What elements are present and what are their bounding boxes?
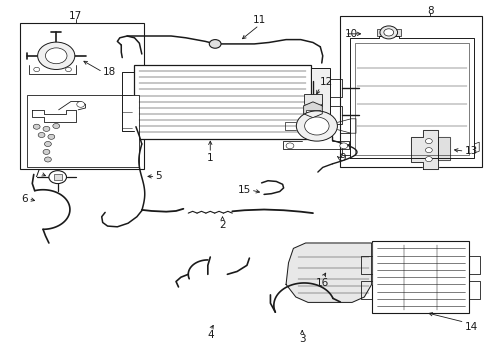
Polygon shape (303, 102, 322, 118)
Circle shape (339, 143, 347, 149)
Text: 10: 10 (344, 29, 357, 39)
Circle shape (296, 111, 337, 141)
Polygon shape (410, 130, 437, 169)
Text: 2: 2 (219, 220, 225, 230)
Text: 1: 1 (206, 153, 213, 163)
Circle shape (43, 149, 50, 154)
Text: 14: 14 (464, 322, 477, 332)
Text: 12: 12 (320, 77, 333, 87)
Text: 9: 9 (339, 153, 346, 163)
Bar (305, 110, 319, 124)
Text: 7: 7 (33, 168, 40, 179)
Circle shape (38, 42, 75, 69)
Circle shape (44, 141, 51, 147)
Circle shape (77, 102, 84, 107)
Polygon shape (285, 243, 371, 302)
Text: 17: 17 (69, 11, 82, 21)
Circle shape (383, 29, 393, 36)
Circle shape (304, 117, 328, 135)
Text: 3: 3 (298, 334, 305, 344)
Circle shape (285, 143, 293, 149)
Circle shape (38, 132, 45, 138)
Text: 16: 16 (315, 278, 329, 288)
Circle shape (48, 134, 55, 139)
Bar (339, 16, 481, 167)
Circle shape (65, 67, 71, 72)
Text: 18: 18 (102, 67, 116, 77)
Text: 6: 6 (21, 194, 28, 204)
Bar (54, 174, 61, 180)
Text: 4: 4 (206, 330, 213, 341)
Text: 15: 15 (237, 185, 250, 195)
Circle shape (33, 124, 40, 129)
Circle shape (425, 157, 431, 162)
Circle shape (53, 123, 60, 129)
Text: 13: 13 (464, 146, 477, 156)
Circle shape (49, 171, 66, 184)
Circle shape (45, 48, 67, 64)
Text: 8: 8 (426, 6, 433, 16)
Bar (304, 94, 321, 104)
Bar (310, 68, 329, 135)
Circle shape (44, 157, 51, 162)
Circle shape (209, 40, 221, 48)
Bar (376, 29, 400, 36)
Bar (371, 241, 468, 313)
Bar (134, 65, 310, 139)
Circle shape (43, 126, 50, 131)
Bar (20, 23, 144, 169)
Circle shape (379, 26, 397, 39)
Polygon shape (437, 137, 449, 160)
Circle shape (425, 148, 431, 153)
Bar (27, 95, 139, 167)
Circle shape (425, 139, 431, 144)
Text: 11: 11 (252, 15, 265, 25)
Text: 5: 5 (155, 171, 162, 181)
Circle shape (34, 67, 40, 72)
